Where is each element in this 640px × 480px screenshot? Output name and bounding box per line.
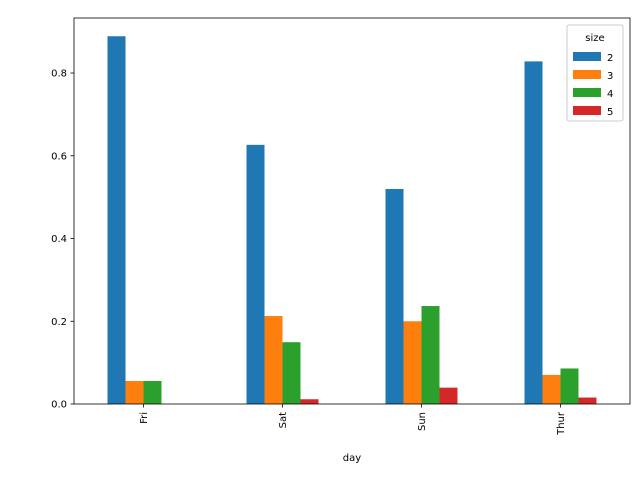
bar-sat-size-2 [246, 144, 265, 404]
legend-label-size-4: 4 [607, 89, 613, 100]
bar-sun-size-3 [403, 321, 422, 404]
bar-sun-size-5 [439, 387, 458, 404]
bar-thur-size-3 [542, 374, 561, 404]
bar-fri-size-3 [125, 380, 144, 404]
bar-sat-size-5 [300, 399, 319, 404]
legend-label-size-5: 5 [607, 107, 613, 118]
x-tick-label-sun: Sun [417, 412, 428, 431]
legend-swatch-size-4 [573, 88, 601, 97]
y-tick-label: 0.6 [51, 151, 67, 162]
bar-thur-size-5 [578, 397, 597, 404]
legend-label-size-3: 3 [607, 71, 613, 82]
bars-layer [107, 36, 597, 405]
legend-swatch-size-2 [573, 52, 601, 61]
legend-swatch-size-5 [573, 106, 601, 115]
x-axis-label: day [343, 453, 361, 464]
y-tick-label: 0.2 [51, 317, 67, 328]
bar-sun-size-2 [385, 188, 404, 404]
y-axis: 0.0 0.2 0.4 0.6 0.8 [51, 69, 74, 411]
legend-swatch-size-3 [573, 70, 601, 79]
y-tick-label: 0.8 [51, 69, 67, 80]
legend-title: size [585, 33, 604, 44]
bar-thur-size-2 [524, 61, 543, 405]
x-tick-label-fri: Fri [139, 412, 150, 424]
bar-fri-size-4 [143, 380, 162, 404]
bar-sun-size-4 [421, 306, 440, 404]
x-tick-label-sat: Sat [278, 412, 289, 428]
x-axis: Fri Sat Sun Thur [139, 404, 567, 436]
plot-frame [73, 17, 631, 405]
y-tick-label: 0.0 [51, 400, 67, 411]
bar-sat-size-3 [264, 316, 283, 404]
x-tick-label-thur: Thur [556, 411, 567, 436]
y-tick-label: 0.4 [51, 234, 67, 245]
bar-thur-size-4 [560, 368, 579, 404]
legend-label-size-2: 2 [607, 53, 613, 64]
bar-sat-size-4 [282, 342, 301, 404]
bar-fri-size-2 [107, 36, 126, 404]
